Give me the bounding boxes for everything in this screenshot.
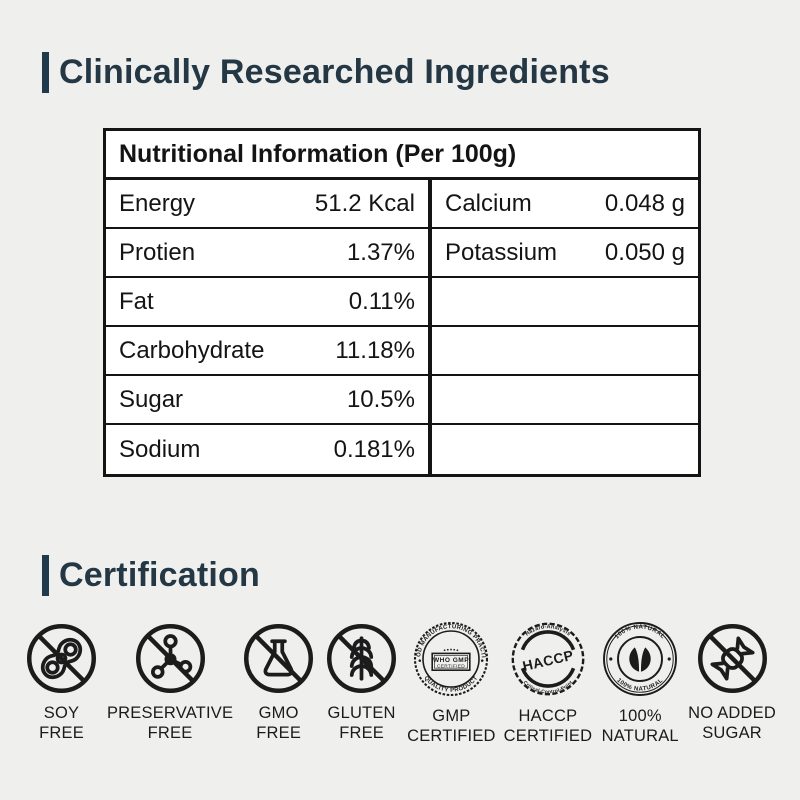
badge-100-natural: 100% NATURAL 100% NATURAL 100% NATURAL [600,621,680,746]
badge-haccp-certified: Hazard-Analysis HACCP Critical-Control-P… [504,621,593,746]
row-label: Carbohydrate [119,336,265,364]
nutrition-left-column: Energy 51.2 Kcal Protien 1.37% Fat 0.11%… [106,180,428,474]
badge-label-line1: NO ADDED [688,704,776,722]
gmp-certified-seal-icon: GOOD MANUFACTURING PRACTICE WHO GMP CERT… [411,619,489,697]
leaf-left-lobe [629,647,640,672]
badge-gmo-free: GMO FREE [241,621,316,743]
table-row-empty [432,376,698,425]
badge-label-line2: FREE [147,724,193,742]
leaf-right-lobe [641,647,651,672]
row-value: 51.2 Kcal [314,189,415,217]
table-row-empty [432,425,698,474]
badge-label-line2: CERTIFIED [503,727,593,745]
badge-soy-free: SOY FREE [24,621,99,743]
table-row-empty [432,278,698,327]
badge-label-line1: GMP [432,707,471,725]
nutrition-right-column: Calcium 0.048 g Potassium 0.050 g [428,180,698,474]
badge-label-line2: CERTIFIED [407,727,496,745]
badge-label-line2: FREE [39,724,84,742]
ingredients-title: Clinically Researched Ingredients [59,53,610,91]
row-value: 0.181% [333,435,415,463]
row-label: Energy [119,189,196,217]
row-value: 11.18% [335,336,415,364]
nutrition-table: Nutritional Information (Per 100g) Energ… [103,128,701,477]
natural-seal-icon: 100% NATURAL 100% NATURAL [603,622,678,696]
haccp-certified-seal-icon: Hazard-Analysis HACCP Critical-Control-P… [511,622,585,695]
nutrition-table-header: Nutritional Information (Per 100g) [106,131,698,180]
row-label: Fat [119,287,154,315]
certification-badges-row: SOY FREE PRESERVATIVE FREE GMO [24,619,776,746]
row-label: Protien [119,238,196,266]
gmo-free-icon [244,624,314,693]
row-value: 0.050 g [604,238,685,266]
badge-label-line2: FREE [339,724,384,742]
no-added-sugar-icon [697,624,767,693]
table-row: Sodium 0.181% [106,425,428,474]
heading-accent-bar [42,52,49,93]
badge-label-line1: PRESERVATIVE [106,704,234,722]
row-label: Sodium [119,435,201,463]
soy-free-icon [27,624,96,693]
badge-label-line1: SOY [43,704,80,722]
row-value: 0.11% [348,287,415,315]
certification-title: Certification [59,556,260,594]
table-row: Sugar 10.5% [106,376,428,425]
table-row-empty [432,327,698,376]
badge-preservative-free: PRESERVATIVE FREE [107,621,233,743]
haccp-center-text: HACCP [521,647,575,674]
gmp-center-line2: CERTIFIED [437,663,465,669]
table-row: Protien 1.37% [106,229,428,278]
gluten-free-icon [327,624,397,693]
badge-label-line1: GLUTEN [327,704,396,722]
row-label: Sugar [119,385,184,413]
row-label: Potassium [445,238,558,266]
badge-label-line2: NATURAL [601,727,679,745]
badge-label-line1: GMO [258,704,299,722]
badge-label-line1: HACCP [518,707,578,725]
table-row: Calcium 0.048 g [432,180,698,229]
heading-accent-bar [42,555,49,596]
table-row: Potassium 0.050 g [432,229,698,278]
table-row: Fat 0.11% [106,278,428,327]
gmp-center-line1: WHO GMP [433,657,469,664]
badge-label-line1: 100% [618,707,662,725]
row-value: 1.37% [346,238,415,266]
row-label: Calcium [445,189,532,217]
badge-gmp-certified: GOOD MANUFACTURING PRACTICE WHO GMP CERT… [407,619,496,746]
badge-gluten-free: GLUTEN FREE [324,621,399,743]
ingredients-section-heading: Clinically Researched Ingredients [42,52,610,93]
preservative-free-icon [135,624,205,693]
badge-label-line2: SUGAR [702,724,762,742]
badge-label-line2: FREE [256,724,302,742]
badge-no-added-sugar: NO ADDED SUGAR [688,621,776,743]
row-value: 0.048 g [604,189,685,217]
table-row: Energy 51.2 Kcal [106,180,428,229]
row-value: 10.5% [346,385,415,413]
certification-section-heading: Certification [42,555,260,596]
table-row: Carbohydrate 11.18% [106,327,428,376]
